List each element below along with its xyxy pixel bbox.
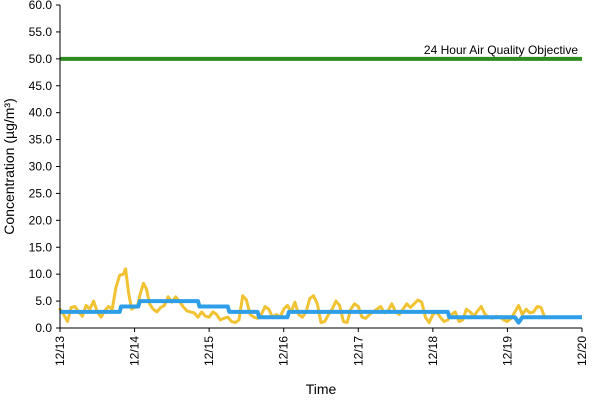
reference-line-label: 24 Hour Air Quality Objective [424, 43, 578, 57]
y-tick-label: 40.0 [29, 106, 53, 120]
x-tick-label: 12/18 [426, 336, 440, 366]
x-axis-ticks: 12/13 12/14 12/15 12/16 12/17 12/18 12/19 12/20 [53, 328, 589, 366]
y-tick-label: 25.0 [29, 186, 53, 200]
y-tick-label: 60.0 [29, 0, 53, 12]
x-tick-label: 12/19 [500, 336, 514, 366]
series-blue-line [60, 299, 582, 325]
x-tick-label: 12/17 [351, 336, 365, 366]
y-tick-label: 45.0 [29, 79, 53, 93]
y-tick-label: 20.0 [29, 213, 53, 227]
x-axis-title: Time [306, 381, 337, 397]
y-tick-label: 15.0 [29, 240, 53, 254]
x-tick-label: 12/14 [128, 336, 142, 366]
y-axis-ticks: 0.0 5.0 10.0 15.0 20.0 25.0 30.0 35.0 40.0 45.0 50… [29, 0, 60, 335]
y-tick-label: 0.0 [35, 321, 52, 335]
x-tick-label: 12/13 [53, 336, 67, 366]
y-tick-label: 5.0 [35, 294, 52, 308]
y-tick-label: 35.0 [29, 133, 53, 147]
x-tick-label: 12/15 [202, 336, 216, 366]
x-tick-label: 12/20 [575, 336, 589, 366]
y-axis-title: Concentration (µg/m³) [1, 98, 17, 234]
y-tick-label: 30.0 [29, 160, 53, 174]
x-tick-label: 12/16 [277, 336, 291, 366]
plot-area: 0.0 5.0 10.0 15.0 20.0 25.0 30.0 35.0 40.0 45.0 50… [29, 0, 589, 366]
y-tick-label: 10.0 [29, 267, 53, 281]
series-yellow-line [58, 267, 547, 325]
y-tick-label: 50.0 [29, 52, 53, 66]
y-tick-label: 55.0 [29, 25, 53, 39]
